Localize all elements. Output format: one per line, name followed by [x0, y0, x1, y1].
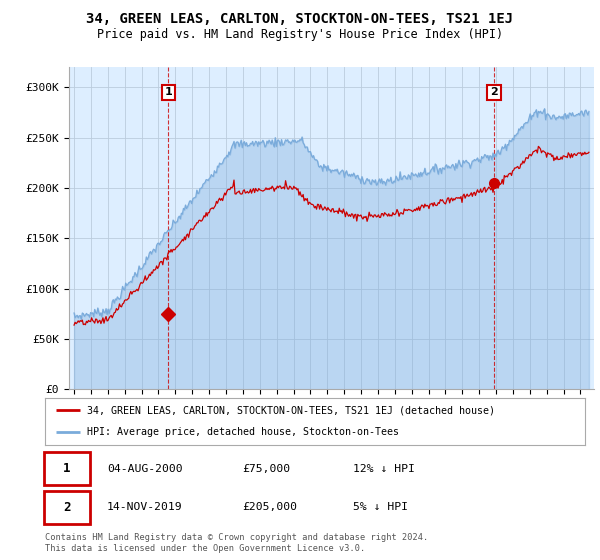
- FancyBboxPatch shape: [44, 491, 90, 524]
- Text: Contains HM Land Registry data © Crown copyright and database right 2024.
This d: Contains HM Land Registry data © Crown c…: [45, 533, 428, 553]
- Text: 1: 1: [63, 463, 70, 475]
- Text: 12% ↓ HPI: 12% ↓ HPI: [353, 464, 415, 474]
- Text: 2: 2: [63, 501, 70, 514]
- Text: HPI: Average price, detached house, Stockton-on-Tees: HPI: Average price, detached house, Stoc…: [87, 427, 399, 437]
- Text: 1: 1: [164, 87, 172, 97]
- Text: 2: 2: [490, 87, 498, 97]
- Text: 34, GREEN LEAS, CARLTON, STOCKTON-ON-TEES, TS21 1EJ: 34, GREEN LEAS, CARLTON, STOCKTON-ON-TEE…: [86, 12, 514, 26]
- Text: 04-AUG-2000: 04-AUG-2000: [107, 464, 183, 474]
- Text: Price paid vs. HM Land Registry's House Price Index (HPI): Price paid vs. HM Land Registry's House …: [97, 28, 503, 41]
- Text: 34, GREEN LEAS, CARLTON, STOCKTON-ON-TEES, TS21 1EJ (detached house): 34, GREEN LEAS, CARLTON, STOCKTON-ON-TEE…: [87, 405, 495, 416]
- Text: 5% ↓ HPI: 5% ↓ HPI: [353, 502, 408, 512]
- Text: £205,000: £205,000: [242, 502, 297, 512]
- Text: £75,000: £75,000: [242, 464, 290, 474]
- Text: 14-NOV-2019: 14-NOV-2019: [107, 502, 183, 512]
- FancyBboxPatch shape: [44, 452, 90, 486]
